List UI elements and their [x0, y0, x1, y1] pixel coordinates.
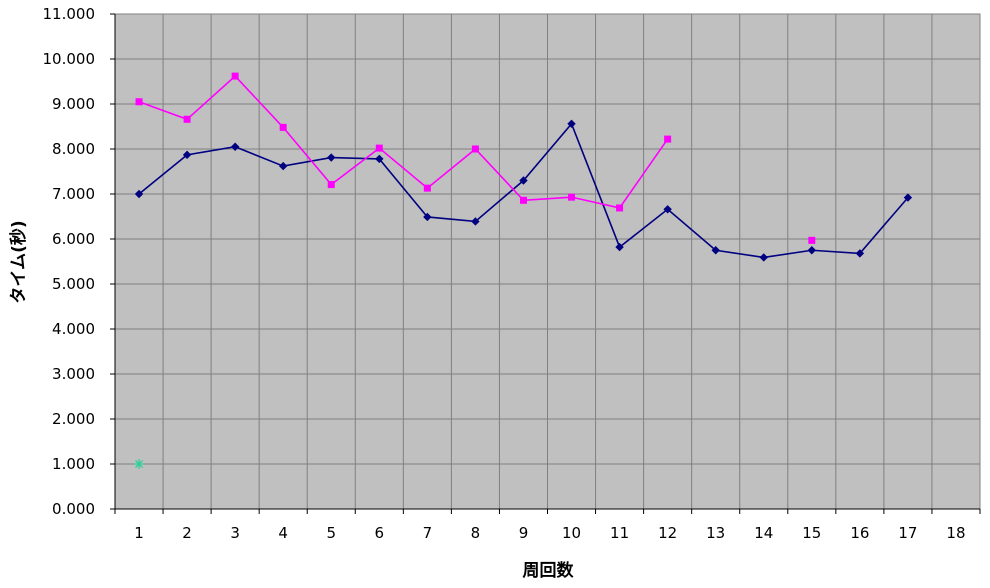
x-tick-label: 3 [230, 524, 240, 542]
grid-lines [115, 14, 980, 509]
x-tick-label: 7 [423, 524, 433, 542]
data-point-diamond [278, 161, 288, 171]
data-point-diamond [327, 153, 336, 162]
series-1 [134, 119, 913, 262]
x-tick-label: 17 [898, 524, 917, 542]
data-point-diamond [375, 154, 384, 164]
data-point-square [471, 145, 479, 153]
y-tick-label: 11.000 [43, 5, 96, 23]
data-point-square [279, 123, 287, 131]
data-point-diamond [182, 150, 192, 160]
data-point-asterisk [134, 459, 145, 469]
data-point-diamond [471, 217, 480, 226]
data-point-square [664, 135, 672, 143]
tick-labels: 0.000 1.000 2.000 3.000 4.000 5.000 6.000 7.000… [43, 5, 966, 542]
x-tick-label: 2 [182, 524, 192, 542]
data-point-square [327, 181, 335, 189]
y-axis-title: タイム(秒) [8, 220, 29, 303]
data-point-diamond [615, 242, 624, 252]
x-tick-label: 13 [706, 524, 725, 542]
data-point-square [616, 204, 624, 212]
x-tick-label: 6 [375, 524, 385, 542]
y-tick-label: 1.000 [52, 455, 95, 473]
x-tick-label: 1 [134, 524, 144, 542]
data-point-diamond [134, 189, 144, 199]
x-tick-label: 4 [278, 524, 288, 542]
data-series [134, 72, 913, 469]
y-tick-label: 8.000 [52, 140, 95, 158]
x-tick-label: 14 [754, 524, 773, 542]
axes [110, 13, 981, 514]
y-tick-label: 2.000 [52, 410, 95, 428]
y-tick-label: 3.000 [52, 365, 95, 383]
x-tick-label: 15 [802, 524, 821, 542]
data-point-diamond [759, 253, 768, 262]
y-tick-label: 0.000 [52, 500, 95, 518]
data-point-square [423, 184, 431, 192]
y-tick-label: 4.000 [52, 320, 95, 338]
x-tick-label: 5 [326, 524, 336, 542]
x-tick-label: 11 [610, 524, 629, 542]
x-tick-label: 16 [850, 524, 869, 542]
y-tick-label: 7.000 [52, 185, 95, 203]
series-3 [134, 459, 145, 469]
y-tick-label: 9.000 [52, 95, 95, 113]
data-point-diamond [230, 142, 240, 151]
series-line [138, 74, 669, 209]
data-point-square [568, 193, 576, 201]
y-tick-label: 5.000 [52, 275, 95, 293]
data-point-square [808, 236, 816, 244]
x-tick-label: 10 [562, 524, 581, 542]
series-2 [135, 72, 816, 244]
data-point-diamond [855, 249, 865, 258]
data-point-square [183, 115, 191, 123]
data-point-diamond [807, 246, 817, 255]
data-point-diamond [519, 176, 528, 185]
data-point-square [519, 196, 527, 204]
data-point-diamond [711, 246, 720, 255]
x-tick-label: 9 [519, 524, 529, 542]
x-tick-label: 18 [946, 524, 965, 542]
x-axis-title: 周回数 [523, 560, 575, 581]
data-point-square [135, 98, 143, 106]
data-point-diamond [903, 193, 913, 202]
x-tick-label: 12 [658, 524, 677, 542]
y-tick-label: 6.000 [52, 230, 95, 248]
x-tick-label: 8 [471, 524, 481, 542]
asterisk-stroke [135, 460, 143, 468]
data-point-diamond [567, 119, 576, 129]
y-tick-label: 10.000 [43, 50, 96, 68]
data-point-diamond [423, 212, 432, 222]
data-point-square [231, 72, 239, 80]
data-point-square [375, 144, 383, 152]
data-point-diamond [663, 205, 672, 214]
